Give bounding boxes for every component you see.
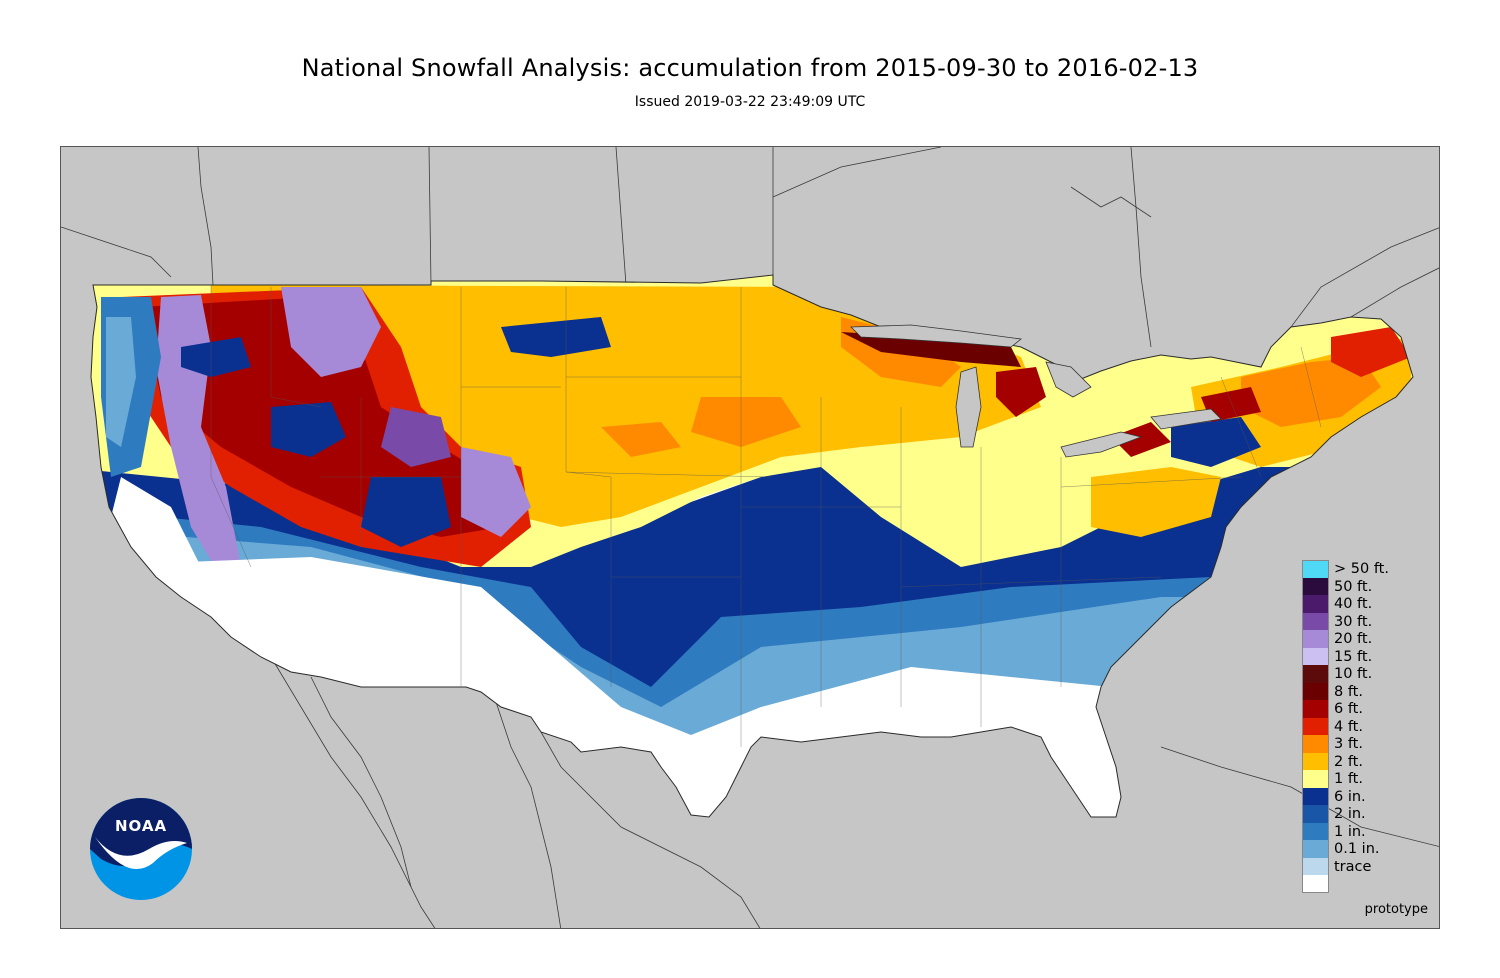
legend-swatch [1302, 735, 1329, 753]
legend-swatch [1302, 787, 1329, 805]
legend-label: trace [1334, 858, 1372, 875]
legend: > 50 ft. 50 ft. 40 ft. 30 ft. 20 ft. 15 ft. 10… [1302, 560, 1412, 893]
legend-swatch [1302, 822, 1329, 840]
legend-label: 1 in. [1334, 823, 1366, 840]
border-lines [61, 147, 1439, 928]
legend-item: 15 ft. [1302, 647, 1412, 665]
legend-swatch [1302, 805, 1329, 823]
legend-swatch [1302, 840, 1329, 858]
legend-swatch [1302, 630, 1329, 648]
legend-item: trace [1302, 857, 1412, 875]
issued-timestamp: Issued 2019-03-22 23:49:09 UTC [634, 94, 866, 110]
legend-item: 0.1 in. [1302, 840, 1412, 858]
legend-item: 3 ft. [1302, 735, 1412, 753]
legend-swatch [1302, 700, 1329, 718]
legend-label: 15 ft. [1334, 648, 1373, 665]
legend-swatch [1302, 717, 1329, 735]
legend-label: 4 ft. [1334, 718, 1363, 735]
legend-label: 6 in. [1334, 788, 1366, 805]
legend-label: 3 ft. [1334, 736, 1363, 752]
legend-label: > 50 ft. [1334, 561, 1389, 577]
legend-swatch [1302, 857, 1329, 875]
snowfall-map: NOAA [60, 146, 1440, 929]
legend-label: 40 ft. [1334, 596, 1373, 612]
legend-swatch [1302, 647, 1329, 665]
legend-item: 4 ft. [1302, 717, 1412, 735]
legend-swatch [1302, 752, 1329, 770]
legend-swatch [1302, 560, 1329, 578]
legend-label: 2 in. [1334, 806, 1366, 822]
legend-swatch [1302, 665, 1329, 683]
legend-item: 6 in. [1302, 787, 1412, 805]
legend-swatch [1302, 595, 1329, 613]
legend-item: 2 in. [1302, 805, 1412, 823]
legend-item: 2 ft. [1302, 752, 1412, 770]
legend-item: > 50 ft. [1302, 560, 1412, 578]
legend-item: 20 ft. [1302, 630, 1412, 648]
legend-label: 20 ft. [1334, 631, 1373, 647]
legend-item: 30 ft. [1302, 612, 1412, 630]
legend-label: 1 ft. [1334, 771, 1363, 787]
noaa-logo: NOAA [89, 797, 193, 901]
great-lakes [850, 324, 1222, 458]
legend-label: 50 ft. [1334, 578, 1373, 595]
snowfall-field [91, 275, 1413, 817]
state-lines [210, 285, 1322, 747]
prototype-watermark: prototype [1364, 902, 1428, 917]
legend-item: 8 ft. [1302, 682, 1412, 700]
legend-item: 1 ft. [1302, 770, 1412, 788]
snowfall-map-canvas [61, 147, 1439, 928]
legend-item: 6 ft. [1302, 700, 1412, 718]
legend-label: 10 ft. [1334, 666, 1373, 682]
legend-item: 50 ft. [1302, 577, 1412, 595]
legend-label: 8 ft. [1334, 683, 1363, 700]
legend-swatch [1302, 577, 1329, 595]
legend-swatch [1302, 682, 1329, 700]
map-title: National Snowfall Analysis: accumulation… [301, 54, 1199, 82]
legend-swatch [1302, 875, 1329, 893]
legend-item: 10 ft. [1302, 665, 1412, 683]
legend-label: 30 ft. [1334, 613, 1373, 630]
legend-swatch [1302, 770, 1329, 788]
legend-item: 1 in. [1302, 822, 1412, 840]
legend-item [1302, 875, 1412, 893]
legend-label: 0.1 in. [1334, 841, 1380, 857]
legend-label: 6 ft. [1334, 701, 1363, 717]
legend-label: 2 ft. [1334, 753, 1363, 770]
legend-swatch [1302, 612, 1329, 630]
legend-item: 40 ft. [1302, 595, 1412, 613]
noaa-logo-text: NOAA [114, 817, 168, 835]
